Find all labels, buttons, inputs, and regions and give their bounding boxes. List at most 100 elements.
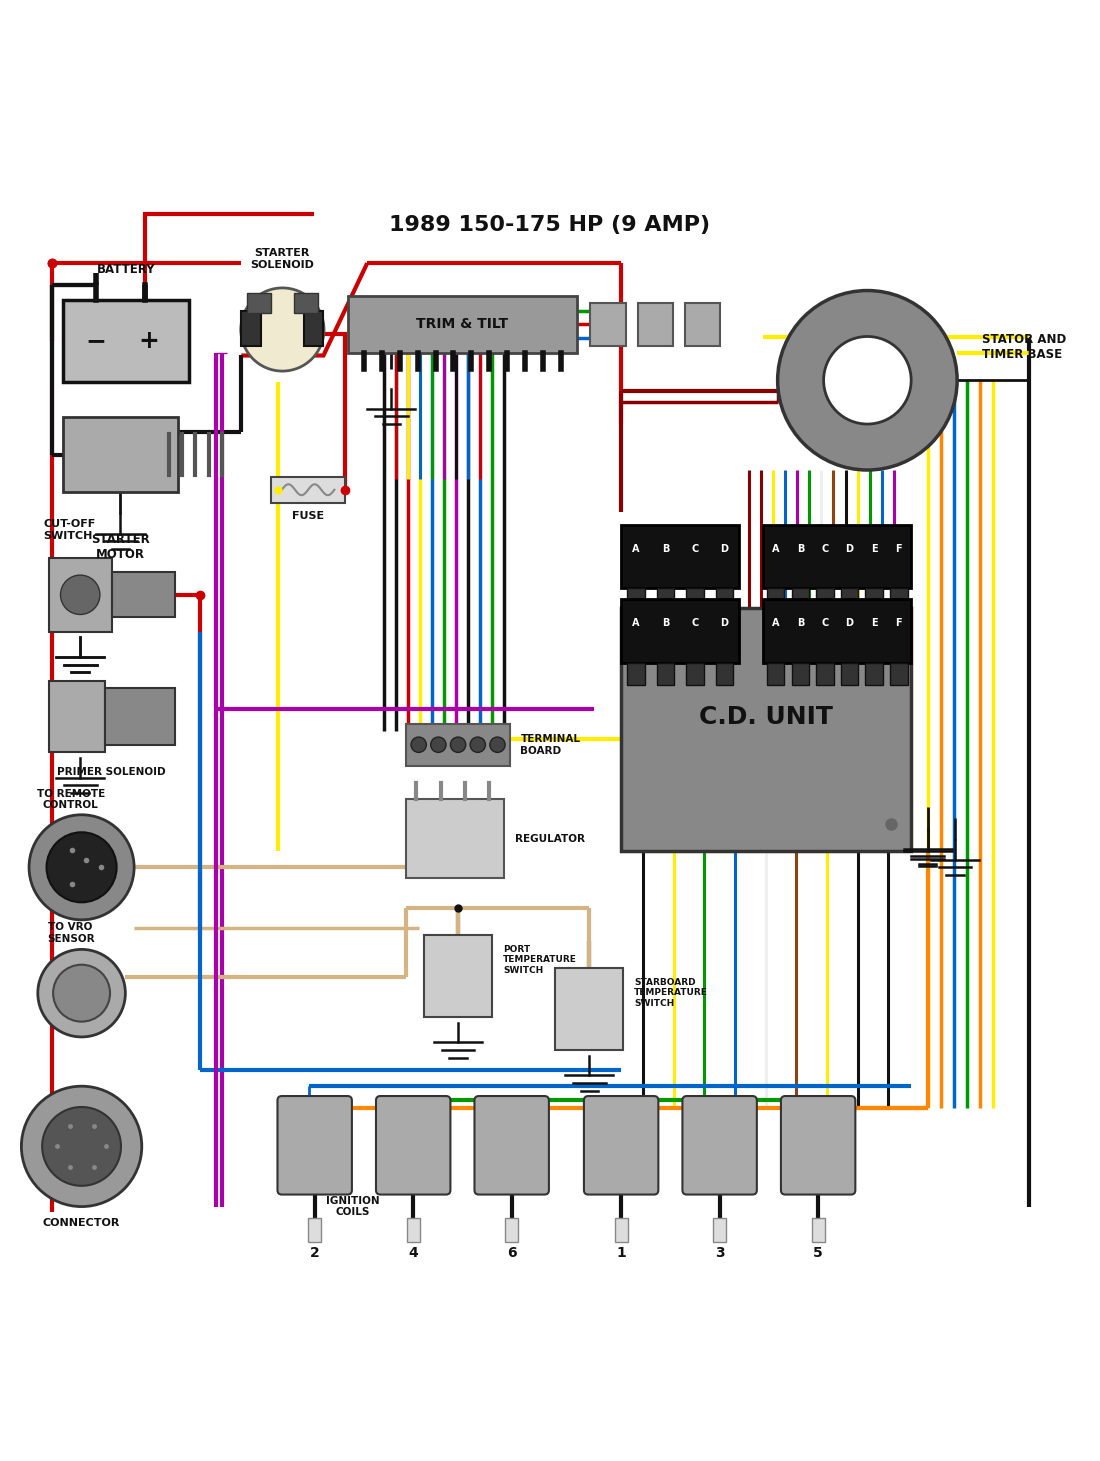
Text: F: F <box>895 618 902 628</box>
Text: A: A <box>772 543 780 554</box>
Text: C: C <box>822 543 828 554</box>
Text: CONNECTOR: CONNECTOR <box>43 1218 120 1229</box>
Text: B: B <box>662 543 669 554</box>
Text: PRIMER SOLENOID: PRIMER SOLENOID <box>57 767 166 777</box>
Text: PORT
TEMPERATURE
SWITCH: PORT TEMPERATURE SWITCH <box>503 945 576 974</box>
Text: A: A <box>632 543 640 554</box>
Text: B: B <box>662 618 669 628</box>
Text: F: F <box>895 543 902 554</box>
Circle shape <box>42 1107 121 1186</box>
FancyBboxPatch shape <box>716 589 734 611</box>
Text: B: B <box>796 618 804 628</box>
FancyBboxPatch shape <box>505 1217 518 1242</box>
Text: C.D. UNIT: C.D. UNIT <box>700 706 833 729</box>
Circle shape <box>46 833 117 903</box>
FancyBboxPatch shape <box>271 476 345 503</box>
FancyBboxPatch shape <box>781 1096 856 1195</box>
Text: D: D <box>846 543 854 554</box>
FancyBboxPatch shape <box>767 663 784 685</box>
FancyBboxPatch shape <box>246 294 271 313</box>
FancyBboxPatch shape <box>816 589 834 611</box>
Circle shape <box>778 291 957 470</box>
Text: TERMINAL
BOARD: TERMINAL BOARD <box>520 733 581 755</box>
Text: E: E <box>871 618 878 628</box>
Circle shape <box>53 964 110 1021</box>
FancyBboxPatch shape <box>657 589 674 611</box>
FancyBboxPatch shape <box>621 599 739 663</box>
Text: 4: 4 <box>408 1246 418 1259</box>
Text: STARTER
MOTOR: STARTER MOTOR <box>91 533 150 561</box>
Circle shape <box>241 288 324 371</box>
FancyBboxPatch shape <box>48 558 112 633</box>
FancyBboxPatch shape <box>425 935 492 1017</box>
Text: C: C <box>692 543 698 554</box>
FancyBboxPatch shape <box>792 589 810 611</box>
FancyBboxPatch shape <box>792 663 810 685</box>
Text: IGNITION
COILS: IGNITION COILS <box>327 1195 380 1217</box>
Text: +: + <box>138 329 158 354</box>
Circle shape <box>60 576 100 615</box>
Text: D: D <box>720 543 728 554</box>
FancyBboxPatch shape <box>657 663 674 685</box>
FancyBboxPatch shape <box>716 663 734 685</box>
FancyBboxPatch shape <box>866 663 883 685</box>
Circle shape <box>490 736 505 752</box>
Circle shape <box>450 736 465 752</box>
FancyBboxPatch shape <box>63 301 189 383</box>
Text: A: A <box>772 618 780 628</box>
FancyBboxPatch shape <box>816 663 834 685</box>
Text: CUT-OFF
SWITCH: CUT-OFF SWITCH <box>43 520 96 541</box>
Text: REGULATOR: REGULATOR <box>515 834 585 844</box>
FancyBboxPatch shape <box>556 969 624 1050</box>
FancyBboxPatch shape <box>767 589 784 611</box>
Text: 5: 5 <box>813 1246 823 1259</box>
FancyBboxPatch shape <box>277 1096 352 1195</box>
FancyBboxPatch shape <box>686 589 704 611</box>
Circle shape <box>21 1086 142 1207</box>
Circle shape <box>29 815 134 920</box>
FancyBboxPatch shape <box>638 302 672 346</box>
Text: 1989 150-175 HP (9 AMP): 1989 150-175 HP (9 AMP) <box>389 215 711 235</box>
FancyBboxPatch shape <box>112 573 175 617</box>
Text: STARBOARD
TEMPERATURE
SWITCH: STARBOARD TEMPERATURE SWITCH <box>635 977 708 1008</box>
Text: STARTER
SOLENOID: STARTER SOLENOID <box>251 248 315 270</box>
Text: TRIM & TILT: TRIM & TILT <box>417 317 508 332</box>
Text: −: − <box>86 329 107 354</box>
FancyBboxPatch shape <box>621 524 739 589</box>
FancyBboxPatch shape <box>686 663 704 685</box>
Text: C: C <box>822 618 828 628</box>
Text: 2: 2 <box>310 1246 320 1259</box>
FancyBboxPatch shape <box>376 1096 450 1195</box>
Text: 1: 1 <box>616 1246 626 1259</box>
FancyBboxPatch shape <box>294 294 318 313</box>
Circle shape <box>411 736 427 752</box>
FancyBboxPatch shape <box>591 302 626 346</box>
FancyBboxPatch shape <box>890 663 908 685</box>
Text: E: E <box>871 543 878 554</box>
FancyBboxPatch shape <box>48 681 106 752</box>
Text: C: C <box>692 618 698 628</box>
FancyBboxPatch shape <box>106 688 175 745</box>
Text: D: D <box>720 618 728 628</box>
Text: 3: 3 <box>715 1246 725 1259</box>
Text: TO VRO
SENSOR: TO VRO SENSOR <box>47 922 95 944</box>
FancyBboxPatch shape <box>763 599 911 663</box>
FancyBboxPatch shape <box>241 311 261 346</box>
FancyBboxPatch shape <box>684 302 719 346</box>
Text: 6: 6 <box>507 1246 517 1259</box>
FancyBboxPatch shape <box>682 1096 757 1195</box>
Text: STATOR AND
TIMER BASE: STATOR AND TIMER BASE <box>982 333 1067 361</box>
FancyBboxPatch shape <box>407 1217 420 1242</box>
FancyBboxPatch shape <box>812 1217 825 1242</box>
Text: BATTERY: BATTERY <box>97 263 155 276</box>
FancyBboxPatch shape <box>615 1217 628 1242</box>
FancyBboxPatch shape <box>584 1096 658 1195</box>
FancyBboxPatch shape <box>763 524 911 589</box>
FancyBboxPatch shape <box>840 663 858 685</box>
Circle shape <box>431 736 446 752</box>
FancyBboxPatch shape <box>308 1217 321 1242</box>
FancyBboxPatch shape <box>406 725 509 766</box>
FancyBboxPatch shape <box>304 311 323 346</box>
FancyBboxPatch shape <box>890 589 908 611</box>
FancyBboxPatch shape <box>63 418 178 492</box>
